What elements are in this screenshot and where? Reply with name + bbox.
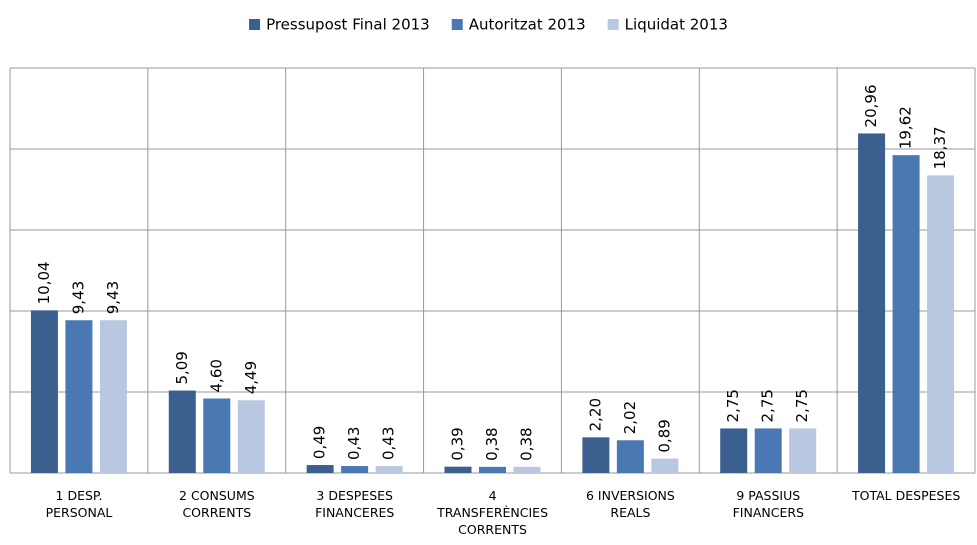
bar	[789, 428, 817, 473]
value-label: 0,89	[655, 419, 673, 452]
value-label: 20,96	[862, 84, 880, 127]
bar	[651, 458, 679, 473]
bar	[237, 400, 265, 473]
bar	[479, 466, 506, 473]
bar	[99, 320, 127, 473]
legend-label: Pressupost Final 2013	[266, 16, 430, 34]
x-tick-label: 4 TRANSFERÈNCIES CORRENTS	[437, 488, 549, 537]
bar	[306, 465, 334, 473]
x-tick-label: 9 PASSIUS FINANCERS	[732, 488, 804, 520]
bar	[927, 175, 955, 473]
value-label: 9,43	[104, 281, 122, 314]
value-label: 0,43	[380, 427, 398, 460]
value-label: 19,62	[897, 106, 915, 149]
value-label: 9,43	[69, 281, 87, 314]
bar	[720, 428, 748, 473]
bar	[892, 155, 920, 473]
bar	[203, 398, 231, 473]
value-label: 0,49	[311, 426, 329, 459]
bar	[444, 466, 472, 473]
value-label: 10,04	[35, 261, 53, 304]
value-label: 2,75	[759, 389, 777, 422]
value-label: 2,20	[586, 398, 604, 431]
legend-swatch	[451, 19, 463, 30]
value-label: 2,75	[724, 389, 742, 422]
legend-swatch	[249, 19, 261, 30]
value-label: 2,02	[621, 401, 639, 434]
x-tick-label: 3 DESPESES FINANCERES	[315, 488, 395, 520]
value-label: 0,38	[483, 427, 501, 460]
legend: Pressupost Final 2013 Autoritzat 2013 Liqu…	[249, 16, 728, 34]
bar	[341, 466, 369, 473]
value-label: 2,75	[793, 389, 811, 422]
value-label: 4,49	[242, 361, 260, 394]
bar	[754, 428, 782, 473]
value-label: 0,39	[449, 427, 467, 460]
legend-label: Autoritzat 2013	[469, 16, 586, 34]
value-label: 5,09	[173, 351, 191, 384]
bar	[582, 437, 610, 473]
bar	[858, 133, 886, 473]
x-tick-label: 1 DESP. PERSONAL	[45, 488, 113, 520]
value-label: 0,38	[518, 427, 536, 460]
legend-label: Liquidat 2013	[625, 16, 728, 34]
value-label: 18,37	[931, 126, 949, 169]
value-label: 4,60	[207, 359, 225, 392]
bar	[30, 310, 58, 473]
bar	[616, 440, 644, 473]
x-tick-label: 6 INVERSIONS REALS	[586, 488, 675, 520]
bar	[375, 466, 403, 473]
legend-swatch	[607, 19, 619, 30]
bar	[65, 320, 93, 473]
x-tick-label: TOTAL DESPESES	[851, 488, 961, 503]
x-tick-label: 2 CONSUMS CORRENTS	[179, 488, 255, 520]
value-label: 0,43	[345, 427, 363, 460]
bar	[168, 390, 196, 473]
bar	[513, 466, 541, 473]
